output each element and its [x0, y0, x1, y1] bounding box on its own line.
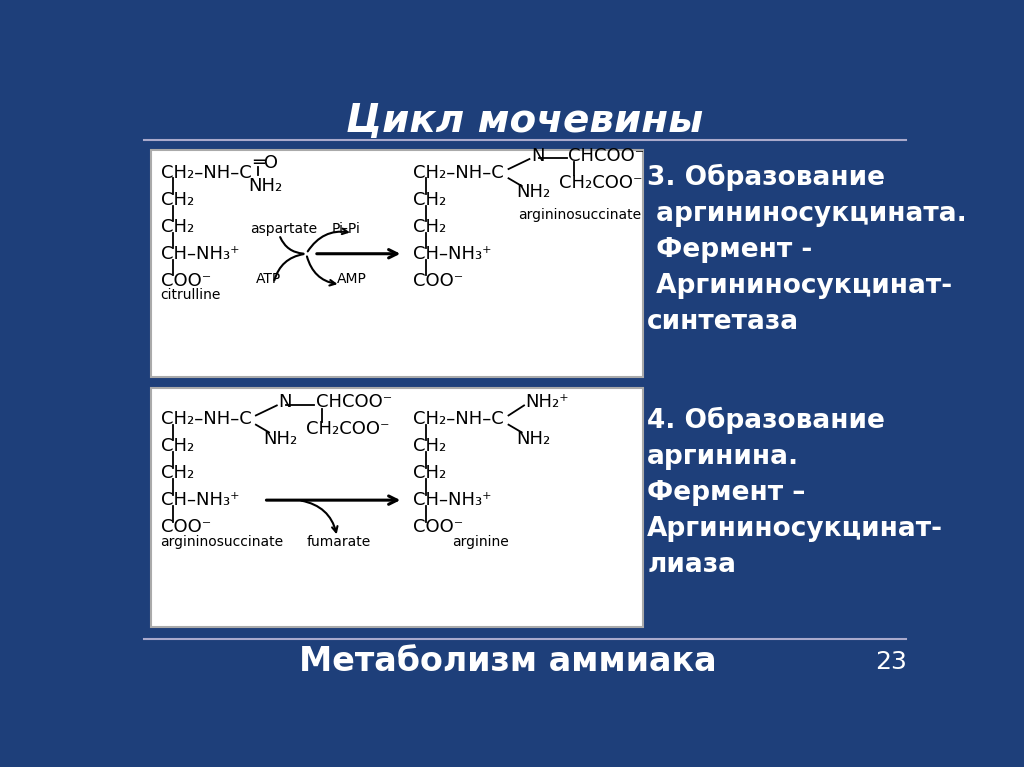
Text: CH₂–NH–C: CH₂–NH–C [161, 410, 251, 428]
Text: NH₂: NH₂ [516, 183, 551, 201]
Text: CH₂COO⁻: CH₂COO⁻ [306, 420, 390, 438]
Text: argininosuccinate: argininosuccinate [518, 208, 641, 222]
Text: CH₂: CH₂ [161, 437, 194, 456]
Text: 3. Образование
 аргининосукцината.
 Фермент -
 Аргининосукцинат-
синтетаза: 3. Образование аргининосукцината. Фермен… [647, 164, 967, 335]
Text: CH₂–NH–C: CH₂–NH–C [414, 410, 504, 428]
Text: CH₂: CH₂ [414, 191, 446, 209]
Text: N: N [279, 393, 292, 411]
Text: CH₂COO⁻: CH₂COO⁻ [559, 174, 642, 192]
Text: CH–NH₃⁺: CH–NH₃⁺ [161, 245, 239, 263]
Text: N: N [531, 147, 545, 165]
Text: CH–NH₃⁺: CH–NH₃⁺ [414, 245, 492, 263]
Text: Метаболизм аммиака: Метаболизм аммиака [299, 645, 717, 678]
Text: aspartate: aspartate [251, 222, 317, 236]
Text: CH–NH₃⁺: CH–NH₃⁺ [161, 491, 239, 509]
Text: citrulline: citrulline [161, 288, 221, 301]
Text: CHCOO⁻: CHCOO⁻ [568, 147, 644, 165]
Text: NH₂: NH₂ [516, 430, 551, 447]
Text: 4. Образование
аргинина.
Фермент –
Аргининосукцинат-
лиаза: 4. Образование аргинина. Фермент – Аргин… [647, 407, 943, 578]
Text: fumarate: fumarate [306, 535, 371, 549]
Text: CH₂: CH₂ [414, 437, 446, 456]
Text: arginine: arginine [452, 535, 509, 549]
Text: COO⁻: COO⁻ [161, 272, 211, 290]
Text: Цикл мочевины: Цикл мочевины [346, 102, 703, 140]
Text: CH₂: CH₂ [161, 191, 194, 209]
Text: CHCOO⁻: CHCOO⁻ [315, 393, 392, 411]
Text: ═O: ═O [254, 154, 279, 172]
Text: CH₂–NH–C: CH₂–NH–C [161, 164, 251, 182]
Text: ATP: ATP [256, 272, 282, 286]
Text: Pi-Pi: Pi-Pi [332, 222, 360, 236]
Text: NH₂⁺: NH₂⁺ [525, 393, 569, 411]
Text: CH₂: CH₂ [414, 218, 446, 235]
FancyBboxPatch shape [152, 150, 643, 377]
Text: CH–NH₃⁺: CH–NH₃⁺ [414, 491, 492, 509]
Text: CH₂: CH₂ [161, 218, 194, 235]
Text: COO⁻: COO⁻ [161, 518, 211, 536]
Text: COO⁻: COO⁻ [414, 518, 464, 536]
Text: CH₂: CH₂ [414, 464, 446, 482]
Text: CH₂–NH–C: CH₂–NH–C [414, 164, 504, 182]
Text: COO⁻: COO⁻ [414, 272, 464, 290]
Text: NH₂: NH₂ [248, 177, 283, 195]
Text: argininosuccinate: argininosuccinate [161, 535, 284, 549]
Text: 23: 23 [876, 650, 907, 674]
FancyBboxPatch shape [152, 389, 643, 627]
Text: NH₂: NH₂ [263, 430, 298, 447]
Text: CH₂: CH₂ [161, 464, 194, 482]
Text: AMP: AMP [337, 272, 368, 286]
